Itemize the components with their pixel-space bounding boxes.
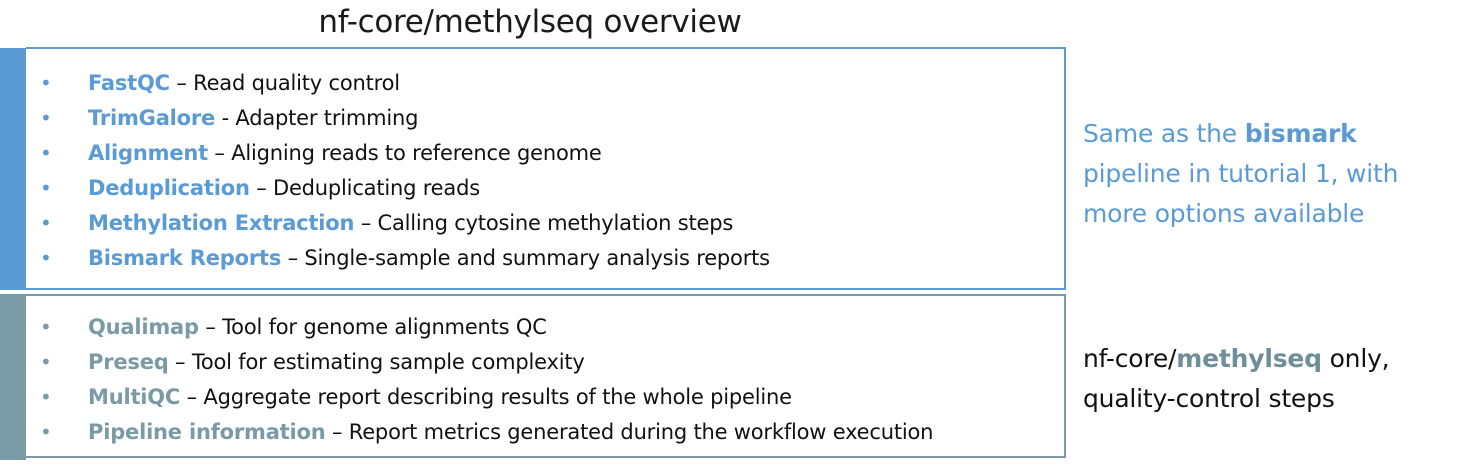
step-description: – Read quality control [169,71,400,95]
bullet-icon: • [40,420,52,444]
step-name: MultiQC [88,385,181,409]
bullet-icon: • [40,211,52,235]
step-name: Preseq [88,350,169,374]
note-text: only, [1321,344,1390,373]
bullet-icon: • [40,385,52,409]
step-description: – Aligning reads to reference genome [207,141,602,165]
bullet-icon: • [40,141,52,165]
step-name: Bismark Reports [88,246,282,270]
step-description: – Report metrics generated during the wo… [325,420,934,444]
step-name: Methylation Extraction [88,211,355,235]
bullet-icon: • [40,71,52,95]
step-name: Alignment [88,141,208,165]
note-emphasis: methylseq [1176,344,1322,373]
bullet-icon: • [40,350,52,374]
note-text: pipeline in tutorial 1, with [1083,159,1399,188]
step-description: – Deduplicating reads [249,176,480,200]
step-name: FastQC [88,71,170,95]
qc-note: nf-core/methylseq only, quality-control … [1083,339,1390,419]
bismark-note: Same as the bismark pipeline in tutorial… [1083,114,1398,234]
step-description: – Aggregate report describing results of… [180,385,792,409]
step-name: Deduplication [88,176,250,200]
bullet-icon: • [40,315,52,339]
bullet-icon: • [40,246,52,270]
step-description: - Adapter trimming [215,106,419,130]
note-text: Same as the [1083,119,1245,148]
page-title: nf-core/methylseq overview [318,4,742,40]
step-name: TrimGalore [88,106,216,130]
step-description: – Tool for estimating sample complexity [168,350,585,374]
step-description: – Single-sample and summary analysis rep… [281,246,770,270]
bismark-accent-bar [0,48,26,290]
note-text: nf-core/ [1083,344,1177,373]
step-name: Qualimap [88,315,199,339]
step-name: Pipeline information [88,420,326,444]
note-emphasis: bismark [1244,119,1357,148]
bismark-steps-box: • FastQC – Read quality control • TrimGa… [26,47,1066,290]
bullet-icon: • [40,176,52,200]
qc-steps-box: • Qualimap – Tool for genome alignments … [26,294,1066,458]
bullet-icon: • [40,106,52,130]
note-text: quality-control steps [1083,384,1335,413]
qc-accent-bar [0,294,26,460]
step-description: – Calling cytosine methylation steps [354,211,734,235]
note-text: more options available [1083,199,1365,228]
step-description: – Tool for genome alignments QC [198,315,547,339]
